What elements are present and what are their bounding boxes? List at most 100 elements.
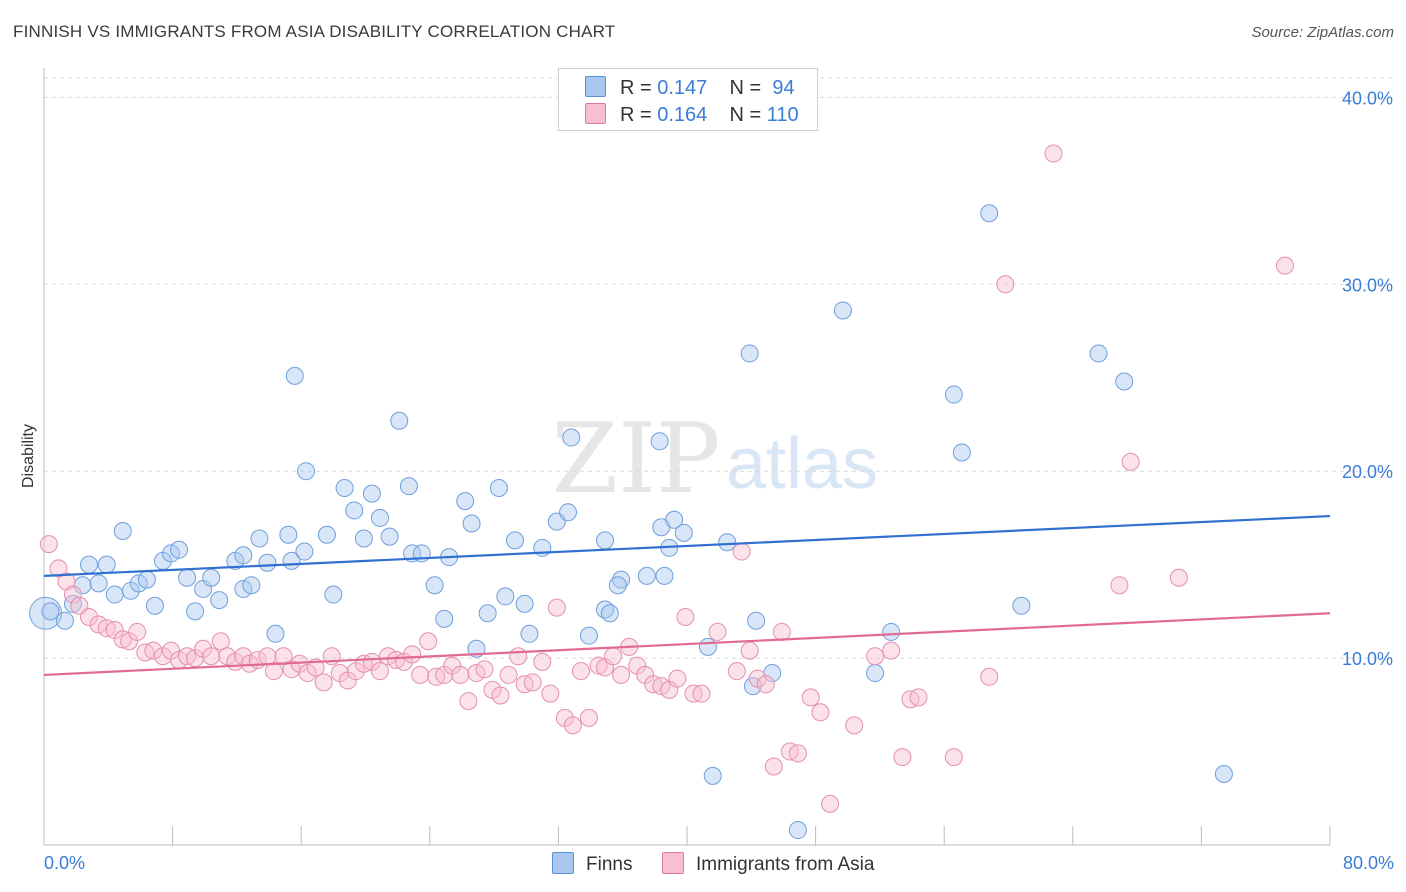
watermark-atlas: atlas [726,424,878,504]
finns-point [425,576,444,595]
finns-point [866,664,885,683]
asia-point [419,632,438,651]
finns-point [952,443,971,462]
finns-point [559,503,578,522]
finns-point [202,568,221,587]
asia-point [411,665,430,684]
finns-point [674,523,693,542]
finns-trend-line [43,514,1331,577]
finns-point [579,626,598,645]
asia-point [589,656,608,675]
finns-point [833,301,852,320]
asia-point [39,535,58,554]
legend-row-finns: R = 0.147 N = 94 [585,76,795,99]
finns-point [655,566,674,585]
asia-point [57,572,76,591]
asia-point [499,665,518,684]
asia-point [314,673,333,692]
asia-point [1275,256,1294,275]
finns-point [562,428,581,447]
finns-point [390,411,409,430]
finns-point [718,533,737,552]
finns-point [399,477,418,496]
finns-point [1214,764,1233,783]
finns-point [266,624,285,643]
y-tick-label: 20.0% [1342,462,1393,482]
finns-point [1012,596,1031,615]
bottom-swatch-asia [662,852,684,874]
asia-point [571,662,590,681]
finns-point [478,604,497,623]
finns-point [170,540,189,559]
finns-point [324,585,343,604]
legend-r-value: 0.164 [657,104,708,126]
legend-swatch-asia [585,103,606,124]
asia-point [811,703,830,722]
asia-point [708,622,727,641]
finns-point [980,204,999,223]
finns-point [105,585,124,604]
finns-point [698,637,717,656]
bottom-swatch-finns [552,852,574,874]
trend-lines [43,514,1331,677]
asia-point [845,716,864,735]
finns-point [234,546,253,565]
finns-point [295,542,314,561]
asia-point [128,622,147,641]
finns-point [515,594,534,613]
finns-point [596,531,615,550]
asia-point [668,669,687,688]
finns-point [279,525,298,544]
finns-point [608,576,627,595]
legend-n-label: N = [729,77,762,99]
finns-point [41,602,60,621]
asia-point [692,684,711,703]
asia-point [563,716,582,735]
asia-point [740,641,759,660]
asia-point [451,665,470,684]
finns-point [665,510,684,529]
y-tick-label: 10.0% [1342,649,1393,669]
asia-point [882,641,901,660]
axes: 10.0% 20.0% 30.0% 40.0% [43,68,1393,846]
finns-point [456,492,475,511]
bottom-legend-label-asia: Immigrants from Asia [696,854,875,875]
asia-point [63,585,82,604]
asia-point [801,688,820,707]
finns-point [520,624,539,643]
asia-point [612,665,631,684]
asia-point [1110,576,1129,595]
asia-point [144,641,163,660]
asia-point [211,632,230,651]
stats-legend: R = 0.147 N = 94 R = 0.164 N = 110 [558,68,818,131]
finns-point [747,611,766,630]
y-axis-title: Disability [20,424,37,488]
finns-point [145,596,164,615]
legend-swatch-finns [585,76,606,97]
asia-point [541,684,560,703]
finns-point [317,525,336,544]
finns-point [297,462,316,481]
finns-point [1089,344,1108,363]
legend-row-asia: R = 0.164 N = 110 [585,103,799,126]
asia-point [756,675,775,694]
asia-point [370,662,389,681]
finns-point [380,527,399,546]
asia-point [1044,144,1063,163]
finns-point [345,501,364,520]
finns-point [80,555,99,574]
legend-n-label: N = [729,104,762,126]
asia-point [202,647,221,666]
legend-r-label: R = [620,77,652,99]
asia-point [909,688,928,707]
finns-point [740,344,759,363]
finns-point [703,766,722,785]
asia-trend-line [43,612,1331,677]
y-tick-label: 30.0% [1342,275,1393,295]
finns-point [882,622,901,641]
finns-point [250,529,269,548]
asia-point [523,673,542,692]
asia-point [459,692,478,711]
asia-point [80,607,99,626]
finns-point [210,591,229,610]
